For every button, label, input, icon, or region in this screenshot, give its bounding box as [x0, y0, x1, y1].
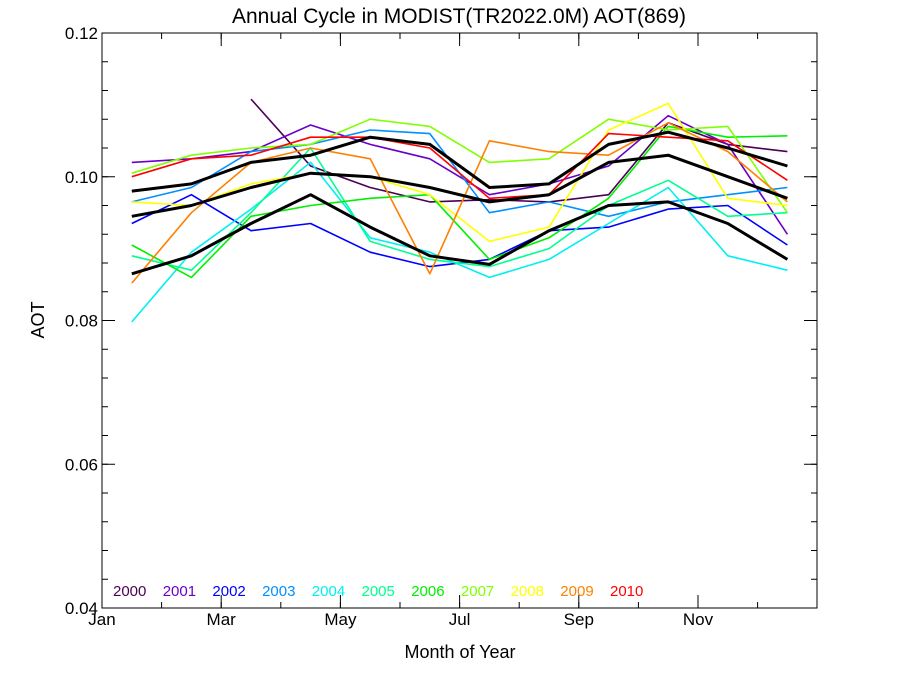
series-line-2000 [250, 98, 788, 203]
series-line-2006 [131, 125, 788, 279]
legend-label-2007: 2007 [461, 583, 494, 600]
legend-label-2008: 2008 [511, 583, 544, 600]
x-axis-label: Month of Year [404, 642, 515, 662]
legend: 2000 2001 2002 2003 2004 2005 2006 2007 2008 2009… [113, 583, 643, 600]
plot-frame [101, 32, 818, 609]
y-tick-label: 0.10 [65, 168, 98, 187]
ticks: 0.04 0.06 0.08 0.10 0.12 Jan Mar May Jul Sep Nov [65, 24, 817, 629]
series-line-black-12 [131, 153, 788, 218]
x-tick-label: Nov [683, 610, 714, 629]
x-tick-label: Mar [207, 610, 237, 629]
series-line-2007 [131, 118, 789, 214]
legend-label-2004: 2004 [312, 583, 345, 600]
x-tick-label: Sep [564, 610, 594, 629]
legend-label-2006: 2006 [411, 583, 444, 600]
legend-label-2002: 2002 [212, 583, 245, 600]
legend-label-2000: 2000 [113, 583, 146, 600]
legend-label-2010: 2010 [610, 583, 643, 600]
series-line-black-11 [131, 193, 789, 276]
legend-label-2001: 2001 [163, 583, 196, 600]
series-line-2009 [131, 122, 788, 284]
y-tick-label: 0.08 [65, 312, 98, 331]
legend-label-2005: 2005 [362, 583, 395, 600]
series-line-black-13 [131, 130, 788, 193]
y-axis-label: AOT [28, 301, 48, 338]
series-line-2010 [131, 132, 788, 200]
legend-label-2009: 2009 [560, 583, 593, 600]
series-line-2008 [131, 102, 788, 243]
legend-label-2003: 2003 [262, 583, 295, 600]
x-tick-label: May [324, 610, 357, 629]
y-tick-label: 0.04 [65, 599, 98, 618]
x-tick-label: Jul [449, 610, 471, 629]
series-lines [131, 98, 789, 323]
y-tick-label: 0.06 [65, 455, 98, 474]
x-tick-label: Jan [88, 610, 115, 629]
y-tick-label: 0.12 [65, 24, 98, 43]
series-line-2004 [131, 161, 788, 323]
series-line-2005 [131, 147, 788, 272]
chart-title: Annual Cycle in MODIST(TR2022.0M) AOT(86… [232, 5, 686, 28]
